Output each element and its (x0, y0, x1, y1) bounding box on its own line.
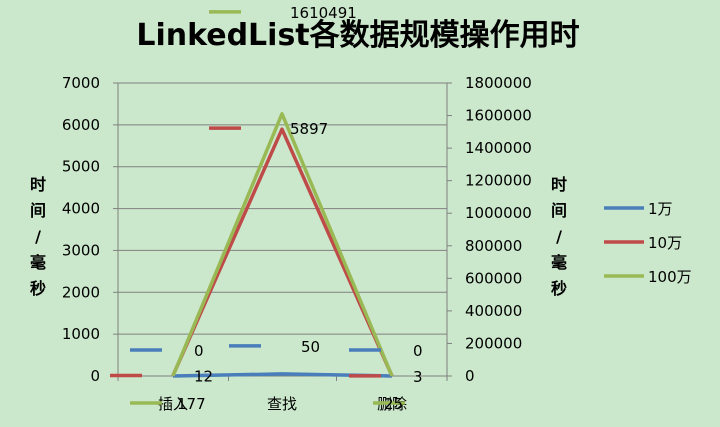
left-tick-label: 0 (90, 367, 100, 385)
right-axis-title-char: 间 (551, 201, 567, 220)
right-tick-label: 0 (465, 367, 475, 385)
left-axis-ticks: 0 1000 2000 3000 4000 5000 6000 7000 (62, 74, 100, 385)
data-label: 5897 (290, 120, 328, 138)
right-tick-label: 400000 (465, 302, 522, 320)
left-axis-title-char: / (35, 227, 41, 246)
right-tick-label: 1400000 (465, 139, 532, 157)
left-tick-label: 1000 (62, 325, 100, 343)
left-tick-label: 7000 (62, 74, 100, 92)
legend-label: 1万 (648, 200, 673, 218)
left-tick-label: 5000 (62, 158, 100, 176)
right-tick-label: 1800000 (465, 74, 532, 92)
data-labels: 0 50 0 12 5897 3 177 1610491 25 (110, 4, 423, 413)
series-line (171, 112, 394, 377)
left-tick-label: 2000 (62, 283, 100, 301)
right-axis-title: 时间 / 毫秒 (551, 175, 567, 298)
series-lines (171, 112, 394, 378)
legend: 1万 10万 100万 (604, 200, 692, 286)
left-tick-label: 6000 (62, 116, 100, 134)
legend-label: 100万 (648, 268, 692, 286)
right-axis-title-char: / (556, 227, 562, 246)
left-axis-title-char: 时 (30, 175, 46, 194)
legend-label: 10万 (648, 234, 682, 252)
data-label: 3 (413, 368, 423, 386)
data-label: 50 (301, 338, 320, 356)
right-axis-title-char: 秒 (551, 279, 567, 298)
left-tick-label: 4000 (62, 200, 100, 218)
left-tick-label: 3000 (62, 241, 100, 259)
axes (113, 82, 452, 381)
category-labels: 插入查找删除 (158, 395, 407, 413)
right-axis-title-char: 毫 (551, 253, 567, 272)
right-axis-title-char: 时 (551, 175, 567, 194)
right-tick-label: 200000 (465, 334, 522, 352)
left-axis-title: 时间 / 毫秒 (30, 175, 46, 298)
data-label: 0 (194, 342, 204, 360)
right-axis-ticks: 0 200000 400000 600000 800000 1000000 1200000 1… (465, 74, 532, 385)
category-label: 查找 (267, 395, 297, 413)
category-label: 插入 (158, 395, 188, 413)
data-label: 0 (413, 342, 423, 360)
right-tick-label: 1200000 (465, 172, 532, 190)
data-label: 1610491 (290, 4, 357, 22)
data-label: 25 (384, 395, 403, 413)
data-label: 12 (194, 367, 213, 385)
left-axis-title-char: 秒 (30, 279, 46, 298)
left-axis-title-char: 毫 (30, 253, 46, 272)
data-label: 177 (177, 395, 206, 413)
grid-lines (118, 82, 447, 335)
right-tick-label: 1600000 (465, 107, 532, 125)
left-axis-title-char: 间 (30, 201, 46, 220)
series-line (171, 127, 394, 377)
right-tick-label: 800000 (465, 237, 522, 255)
right-tick-label: 600000 (465, 269, 522, 287)
chart-title: LinkedList各数据规模操作用时 (136, 18, 579, 53)
right-tick-label: 1000000 (465, 204, 532, 222)
